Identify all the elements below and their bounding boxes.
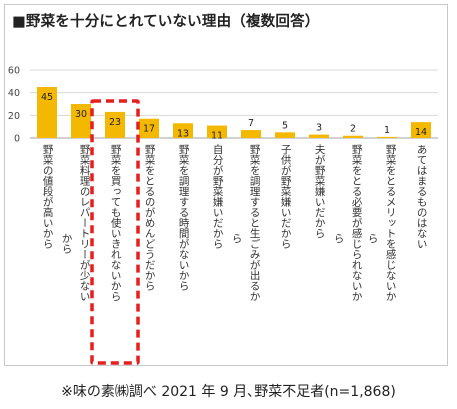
bar — [37, 87, 57, 138]
bar — [343, 135, 363, 138]
y-tick-label: 40 — [8, 88, 20, 99]
bar — [173, 123, 193, 138]
category-label: 夫が野菜嫌いだから — [313, 144, 326, 239]
data-label: 5 — [282, 120, 288, 131]
category-label: 野菜を調理する時間がないから — [177, 144, 190, 291]
bar — [377, 136, 397, 138]
data-label: 2 — [350, 124, 356, 135]
bar — [71, 104, 91, 138]
bar — [309, 134, 329, 138]
data-label: 11 — [211, 131, 223, 142]
data-label: 45 — [41, 92, 53, 103]
y-tick-label: 20 — [8, 111, 20, 122]
chart-panel — [4, 4, 448, 366]
bar — [207, 125, 227, 138]
category-label: ら — [366, 233, 379, 244]
category-label: 野菜をとるメリットを感じないか — [384, 144, 397, 302]
bar — [275, 132, 295, 138]
category-label: 野菜の値段が高いから — [41, 144, 54, 249]
category-label: ら — [230, 233, 243, 244]
data-label: 3 — [316, 123, 322, 134]
highlight-box — [90, 99, 140, 365]
chart-title: ■野菜を十分にとれていない理由（複数回答） — [12, 14, 320, 30]
y-tick-label: 0 — [14, 134, 20, 145]
data-label: 13 — [177, 128, 189, 139]
category-label: から — [60, 233, 73, 254]
data-label: 17 — [143, 124, 155, 135]
category-label: 野菜を調理すると生ごみが出るか — [248, 144, 261, 302]
y-tick-label: 60 — [8, 66, 20, 77]
category-label: ら — [332, 233, 345, 244]
category-label: 自分が野菜嫌いだから — [211, 144, 224, 249]
bar — [105, 111, 125, 138]
bar — [139, 118, 159, 138]
bar — [411, 122, 431, 138]
category-label: 野菜をとるのがめんどうだから — [143, 144, 156, 291]
category-label: あてはまるものはない — [415, 144, 428, 249]
data-label: 23 — [109, 117, 121, 128]
category-label: 野菜を買っても使いきれないから — [109, 144, 122, 302]
data-label: 7 — [248, 118, 254, 129]
category-label: 子供が野菜嫌いだから — [279, 144, 292, 249]
category-label: 野菜をとる必要が感じられないか — [350, 144, 363, 302]
category-label: 野菜料理のレパートリーが少ない — [78, 144, 91, 302]
data-label: 30 — [75, 109, 87, 120]
source-note: ※味の素㈱調べ 2021 年 9 月､野菜不足者(n=1,868) — [61, 384, 396, 400]
data-label: 14 — [415, 127, 427, 138]
bar — [241, 130, 261, 138]
data-label: 1 — [384, 125, 390, 136]
